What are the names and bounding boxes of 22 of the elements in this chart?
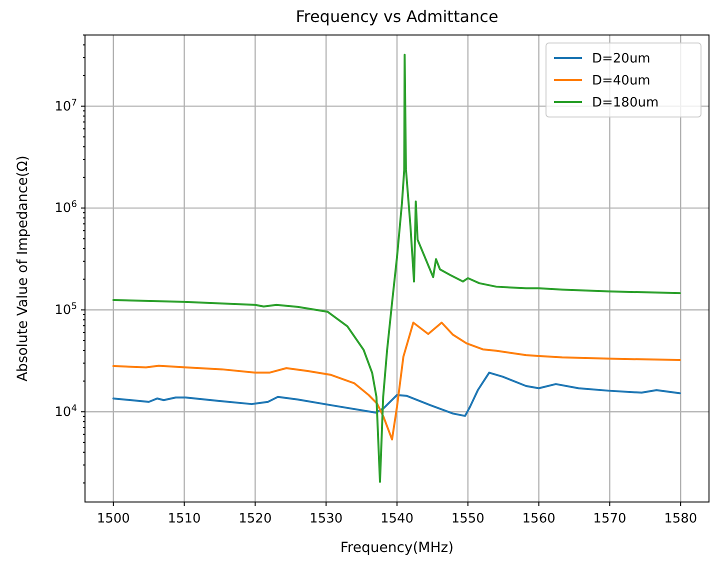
x-tick-label: 1500 [96, 512, 130, 527]
line-series [112, 322, 681, 440]
x-tick-label: 1570 [593, 512, 626, 527]
y-tick-label: 10$^{5}$ [54, 302, 77, 318]
line-series [112, 54, 681, 483]
legend-label: D=40um [592, 74, 650, 89]
x-tick-label: 1530 [310, 512, 343, 527]
x-tick-label: 1550 [451, 512, 484, 527]
legend-label: D=180um [592, 96, 659, 111]
line-series [112, 372, 681, 417]
x-axis-title: Frequency(MHz) [340, 540, 454, 556]
x-tick-label: 1540 [380, 512, 414, 527]
x-tick-label: 1510 [168, 512, 201, 527]
x-tick-label: 1580 [664, 512, 698, 527]
y-tick-label: 10$^{4}$ [54, 404, 78, 420]
legend-label: D=20um [592, 52, 650, 67]
y-tick-label: 10$^{6}$ [54, 200, 78, 216]
y-tick-label: 10$^{7}$ [54, 98, 78, 114]
chart-title: Frequency vs Admittance [296, 7, 498, 26]
x-tick-label: 1520 [238, 512, 272, 527]
x-tick-label: 1560 [522, 512, 556, 527]
y-axis-title: Absolute Value of Impedance(Ω) [15, 155, 31, 382]
